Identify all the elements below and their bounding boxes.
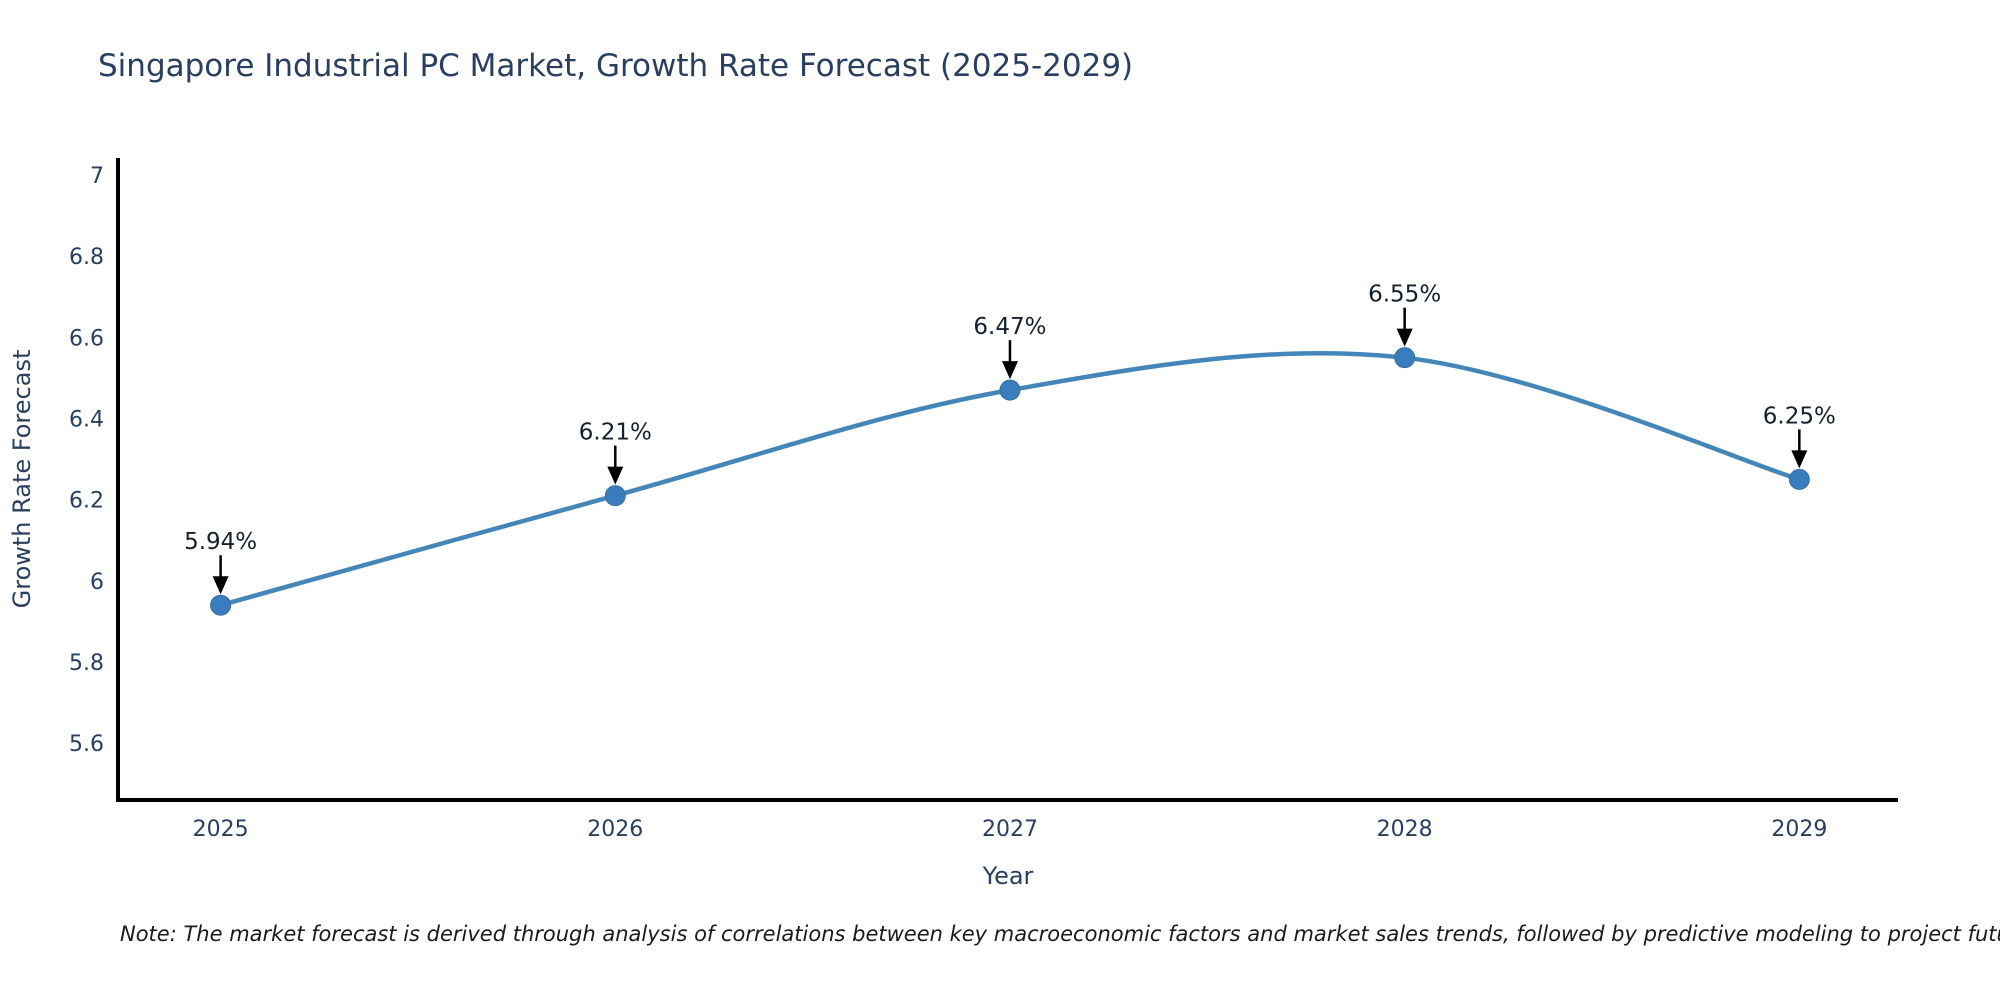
data-point-annotation: 6.47% xyxy=(973,314,1046,340)
x-axis-title: Year xyxy=(982,862,1034,890)
y-tick-label: 6.6 xyxy=(69,326,104,351)
x-tick-label: 2026 xyxy=(587,817,643,842)
x-tick-label: 2025 xyxy=(193,817,249,842)
chart-title: Singapore Industrial PC Market, Growth R… xyxy=(98,48,1134,84)
y-tick-label: 6 xyxy=(90,570,104,595)
y-tick-label: 6.2 xyxy=(69,489,104,514)
annotation-arrow-head xyxy=(1791,450,1808,469)
x-tick-label: 2029 xyxy=(1771,817,1827,842)
data-point-marker xyxy=(604,485,626,507)
y-tick-label: 5.8 xyxy=(69,651,104,676)
annotation-arrow-head xyxy=(1396,328,1413,347)
y-tick-label: 5.6 xyxy=(69,732,104,757)
data-point-marker xyxy=(1394,347,1416,369)
data-point-marker xyxy=(1788,468,1810,490)
data-point-annotation: 6.55% xyxy=(1368,282,1441,308)
y-axis-title: Growth Rate Forecast xyxy=(8,350,36,609)
data-point-annotation: 6.25% xyxy=(1763,403,1836,429)
annotation-arrow-head xyxy=(212,576,229,595)
data-point-annotation: 5.94% xyxy=(184,529,257,555)
y-tick-label: 6.4 xyxy=(69,408,104,433)
data-point-annotation: 6.21% xyxy=(579,420,652,446)
data-point-marker xyxy=(999,379,1021,401)
x-tick-label: 2028 xyxy=(1377,817,1433,842)
y-tick-label: 7 xyxy=(90,164,104,189)
footnote: Note: The market forecast is derived thr… xyxy=(120,922,2000,946)
annotation-arrow-head xyxy=(607,466,624,485)
y-tick-label: 6.8 xyxy=(69,245,104,270)
data-point-marker xyxy=(210,594,232,616)
annotation-arrow-head xyxy=(1001,361,1018,380)
x-tick-label: 2027 xyxy=(982,817,1038,842)
